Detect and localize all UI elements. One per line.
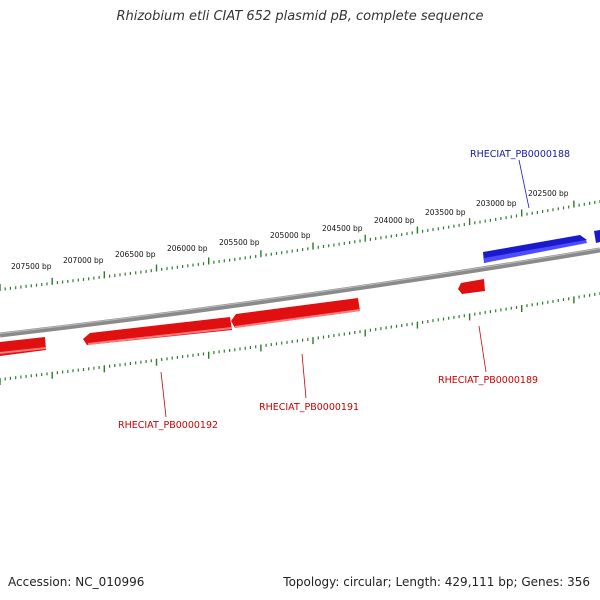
ruler-label: 205500 bp <box>219 238 260 247</box>
ruler-label: 204500 bp <box>322 224 363 233</box>
ruler-label: 207000 bp <box>63 256 104 265</box>
label-leader-line <box>301 353 307 399</box>
ruler-label: 203000 bp <box>476 199 517 208</box>
forward-gene-arrow <box>594 230 600 243</box>
label-leader-line <box>478 325 487 373</box>
inner-ruler <box>0 292 600 385</box>
reverse-gene-shadow <box>0 347 47 354</box>
gene-label: RHECIAT_PB0000188 <box>470 149 570 160</box>
gene-label: RHECIAT_PB0000191 <box>259 402 359 413</box>
label-leader-line <box>160 371 167 418</box>
map-title: Rhizobium etli CIAT 652 plasmid pB, comp… <box>116 9 484 24</box>
ruler-label: 206000 bp <box>167 244 208 253</box>
reverse-gene-arrow <box>83 317 232 345</box>
ruler-label: 203500 bp <box>425 208 466 217</box>
forward-gene-arrow-shadow <box>484 240 587 263</box>
topology-text: Topology: circular; Length: 429,111 bp; … <box>283 575 590 589</box>
ruler-label: 206500 bp <box>115 250 156 259</box>
plasmid-backbone <box>0 247 600 338</box>
reverse-gene-shadow <box>234 309 361 328</box>
gene-label: RHECIAT_PB0000189 <box>438 375 538 386</box>
ruler-label: 207500 bp <box>11 262 52 271</box>
reverse-gene-arrow <box>231 298 360 328</box>
reverse-gene-arrow <box>458 279 485 294</box>
plasmid-backbone-highlight <box>0 248 600 334</box>
ruler-label: 204000 bp <box>374 216 415 225</box>
reverse-gene-shadow <box>87 327 233 345</box>
outer-ruler <box>0 200 600 291</box>
ruler-label: 202500 bp <box>528 189 569 198</box>
label-leader-line <box>518 159 530 209</box>
accession-text: Accession: NC_010996 <box>8 575 145 589</box>
gene-label: RHECIAT_PB0000192 <box>118 420 218 431</box>
ruler-label: 205000 bp <box>270 231 311 240</box>
